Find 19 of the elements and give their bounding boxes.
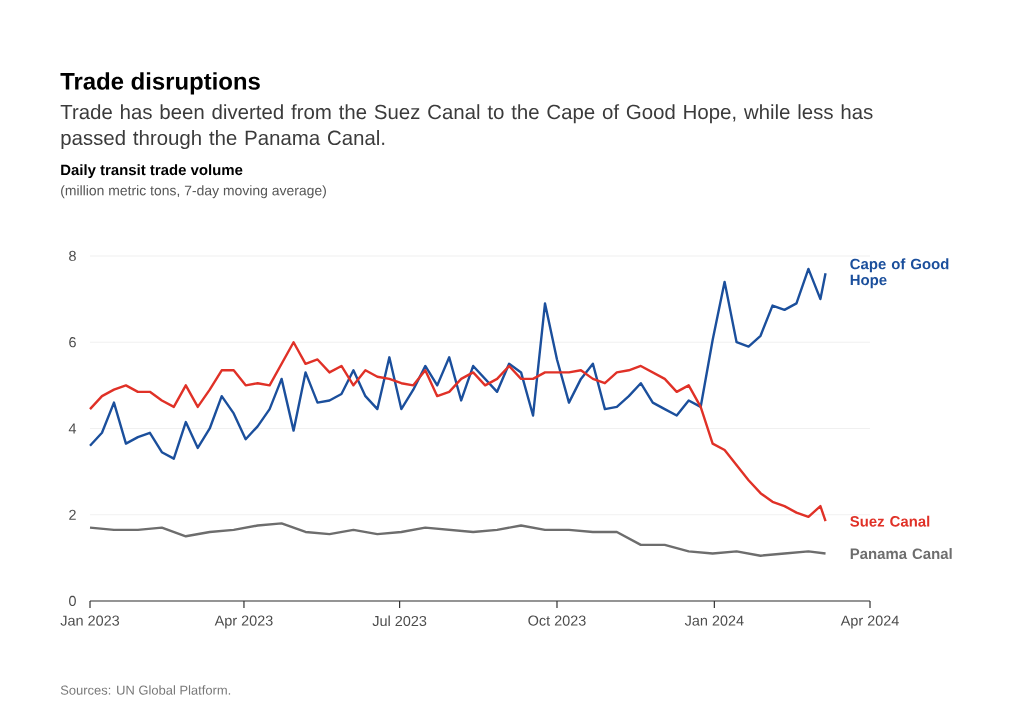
y-tick-label: 8	[69, 250, 76, 262]
text: (million metric tons, 7-day moving average)	[61, 185, 326, 199]
y-tick-label: 2	[69, 509, 76, 520]
x-tick-label: Jul 2023	[372, 615, 427, 627]
y-tick-label: 4	[68, 423, 77, 434]
x-tick-label: Jan 2024	[684, 615, 744, 626]
source-note: Sources: UN Global Platform.	[60, 685, 231, 695]
series-label: Panama Canal	[850, 548, 952, 560]
chart-subtitle: Trade has been diverted from the Suez Canal to the Cape of Good Hope, while less has passed through the Panama Canal.	[60, 104, 873, 150]
chart-title: Trade disruptions	[60, 72, 260, 95]
x-tick-label: Apr 2023	[214, 615, 273, 629]
x-tick-label: Apr 2024	[840, 615, 899, 629]
y-tick-label: 6	[69, 337, 76, 348]
y-axis-title: Daily transit trade volume	[61, 164, 243, 179]
x-tick-label: Jan 2023	[60, 615, 120, 626]
y-tick-label: 0	[69, 595, 76, 607]
series-label: Cape of Good Hope	[850, 258, 949, 289]
x-tick-label: Oct 2023	[528, 615, 586, 626]
series-label: Suez Canal	[850, 515, 930, 527]
